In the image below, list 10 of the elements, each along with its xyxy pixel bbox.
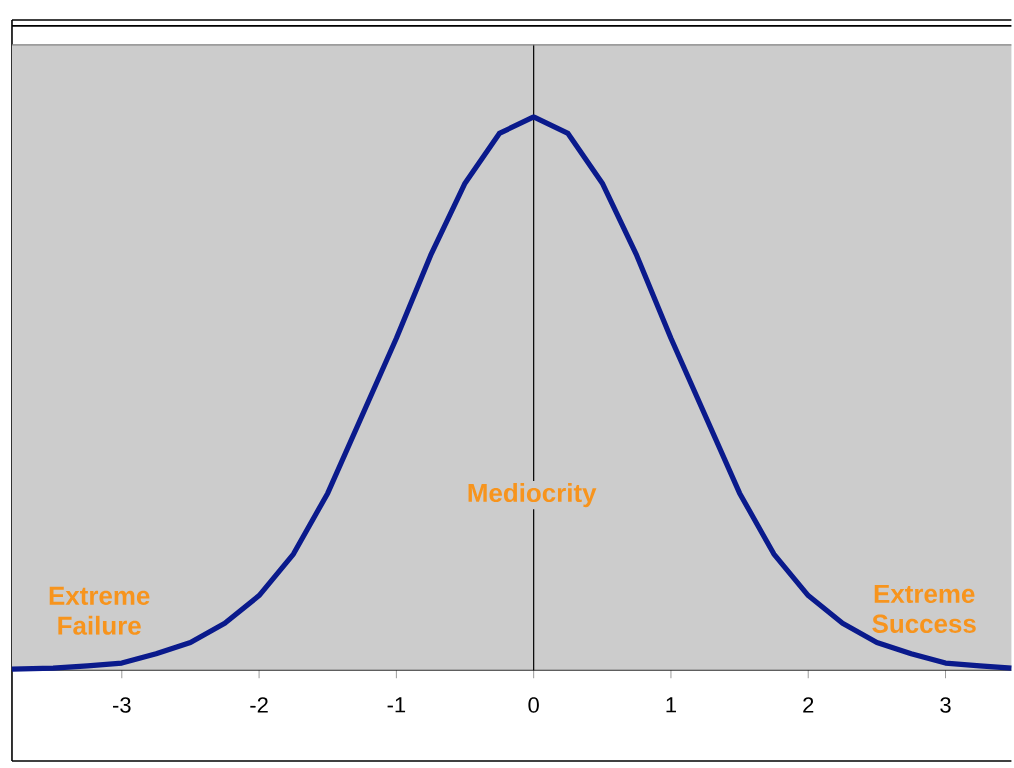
x-tick-label: -2 xyxy=(250,697,268,713)
annotation: Extreme Failure xyxy=(49,586,150,635)
annotation: Mediocrity xyxy=(468,483,597,508)
x-tick-label: -1 xyxy=(387,697,406,713)
x-tick-label: -3 xyxy=(113,697,131,713)
x-tick-label: 1 xyxy=(666,697,676,713)
x-tick-label: 0 xyxy=(528,697,539,713)
annotation: Extreme Success xyxy=(872,584,976,633)
x-tick-label: 2 xyxy=(803,697,814,713)
x-tick-label: 3 xyxy=(940,697,951,713)
